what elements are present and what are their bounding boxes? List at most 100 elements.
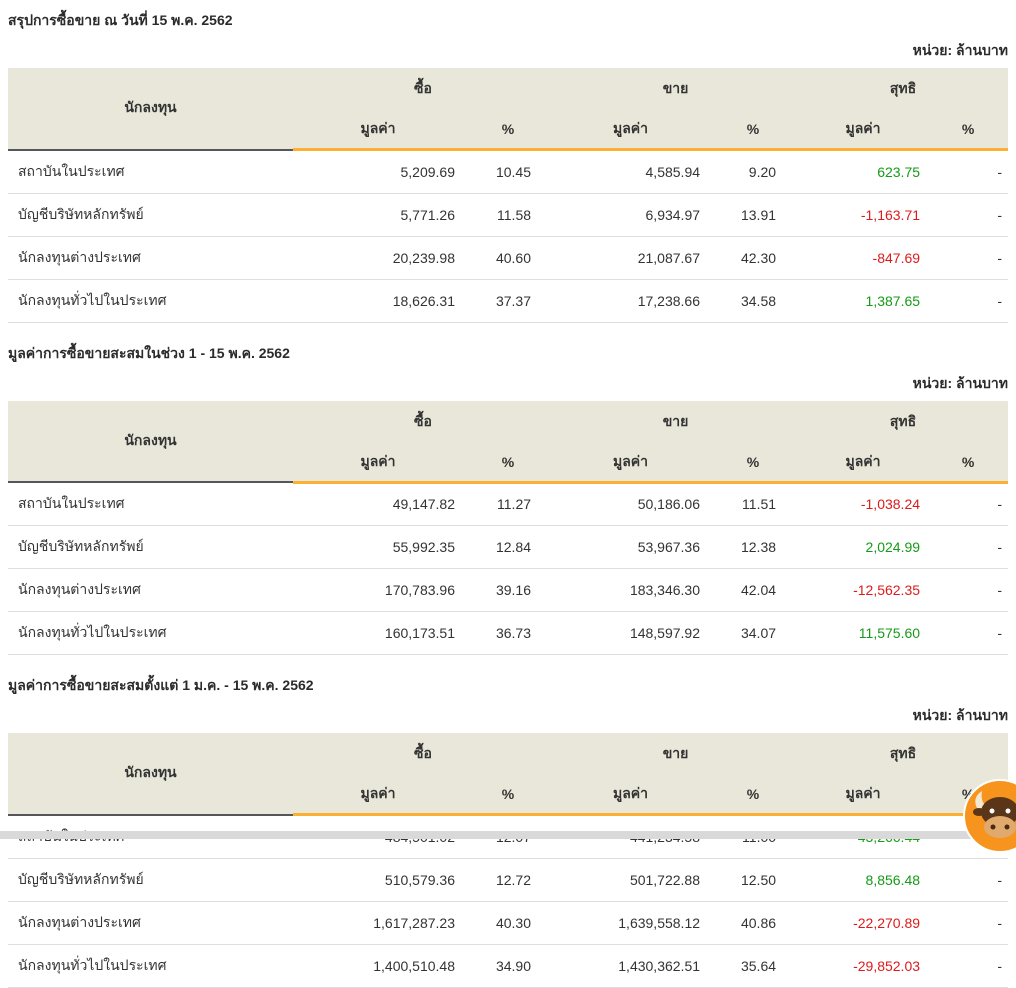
sell-value: 4,585.94 bbox=[553, 149, 709, 194]
mtd-summary-section: มูลค่าการซื้อขายสะสมในช่วง 1 - 15 พ.ค. 2… bbox=[8, 339, 1009, 655]
sell-value: 1,639,558.12 bbox=[553, 901, 709, 945]
table-row: นักลงทุนทั่วไปในประเทศ 160,173.51 36.73 … bbox=[8, 611, 1009, 655]
sell-value: 17,238.66 bbox=[553, 279, 709, 323]
col-header-sell: ขาย bbox=[553, 400, 799, 443]
table-row: บัญชีบริษัทหลักทรัพย์ 5,771.26 11.58 6,9… bbox=[8, 193, 1009, 237]
buy-value: 18,626.31 bbox=[293, 279, 463, 323]
section-title-ytd: มูลค่าการซื้อขายสะสมตั้งแต่ 1 ม.ค. - 15 … bbox=[8, 677, 314, 693]
section-title-mtd: มูลค่าการซื้อขายสะสมในช่วง 1 - 15 พ.ค. 2… bbox=[8, 344, 290, 361]
buy-value: 1,617,287.23 bbox=[293, 901, 463, 945]
buy-value: 5,771.26 bbox=[293, 193, 463, 237]
col-header-buy: ซื้อ bbox=[293, 733, 554, 775]
table-row: บัญชีบริษัทหลักทรัพย์ 55,992.35 12.84 53… bbox=[8, 525, 1009, 569]
table-row: สถาบันในประเทศ 5,209.69 10.45 4,585.94 9… bbox=[8, 149, 1009, 194]
table-row: นักลงทุนทั่วไปในประเทศ 18,626.31 37.37 1… bbox=[8, 279, 1009, 323]
buy-percent: 40.60 bbox=[463, 236, 554, 280]
unit-label: หน่วย: ล้านบาท bbox=[912, 374, 1008, 391]
col-header-sell-percent: % bbox=[708, 110, 799, 151]
investor-name: นักลงทุนทั่วไปในประเทศ bbox=[8, 611, 293, 655]
col-header-net-percent: % bbox=[928, 110, 1009, 151]
sell-percent: 35.64 bbox=[708, 944, 799, 988]
net-value: -12,562.35 bbox=[798, 568, 929, 612]
buy-percent: 39.16 bbox=[463, 568, 554, 612]
net-percent: - bbox=[928, 901, 1009, 945]
footer-divider-bar bbox=[0, 831, 1016, 839]
net-value: 2,024.99 bbox=[798, 525, 929, 569]
col-header-sell-value: มูลค่า bbox=[553, 775, 709, 816]
net-value: -1,038.24 bbox=[798, 482, 929, 526]
sell-value: 183,346.30 bbox=[553, 568, 709, 612]
investor-name: นักลงทุนทั่วไปในประเทศ bbox=[8, 944, 293, 988]
col-header-sell-percent: % bbox=[708, 442, 799, 484]
buy-percent: 11.58 bbox=[463, 193, 554, 237]
sell-percent: 13.91 bbox=[708, 193, 799, 237]
net-percent: - bbox=[928, 858, 1009, 902]
sell-percent: 12.50 bbox=[708, 858, 799, 902]
investor-name: นักลงทุนต่างประเทศ bbox=[8, 236, 293, 280]
net-percent: - bbox=[928, 944, 1009, 988]
buy-value: 5,209.69 bbox=[293, 149, 463, 194]
net-percent: - bbox=[928, 611, 1009, 655]
sell-percent: 9.20 bbox=[708, 149, 799, 194]
section-title-daily: สรุปการซื้อขาย ณ วันที่ 15 พ.ค. 2562 bbox=[8, 12, 233, 28]
bull-chatbot-icon[interactable] bbox=[962, 778, 1016, 854]
col-header-buy: ซื้อ bbox=[293, 400, 554, 443]
net-percent: - bbox=[928, 525, 1009, 569]
sell-percent: 34.07 bbox=[708, 611, 799, 655]
net-percent: - bbox=[928, 279, 1009, 323]
net-percent: - bbox=[928, 193, 1009, 237]
net-value: 1,387.65 bbox=[798, 279, 929, 323]
net-value: 8,856.48 bbox=[798, 858, 929, 902]
sell-percent: 42.04 bbox=[708, 568, 799, 612]
buy-value: 1,400,510.48 bbox=[293, 944, 463, 988]
buy-value: 20,239.98 bbox=[293, 236, 463, 280]
net-value: 11,575.60 bbox=[798, 611, 929, 655]
net-percent: - bbox=[928, 149, 1009, 194]
col-header-buy-value: มูลค่า bbox=[293, 110, 463, 151]
table-row: นักลงทุนทั่วไปในประเทศ 1,400,510.48 34.9… bbox=[8, 944, 1009, 988]
buy-value: 55,992.35 bbox=[293, 525, 463, 569]
unit-label: หน่วย: ล้านบาท bbox=[912, 42, 1008, 58]
buy-value: 160,173.51 bbox=[293, 611, 463, 655]
investor-name: นักลงทุนทั่วไปในประเทศ bbox=[8, 279, 293, 323]
net-value: -29,852.03 bbox=[798, 944, 929, 988]
col-header-buy-value: มูลค่า bbox=[293, 442, 463, 484]
col-header-buy: ซื้อ bbox=[293, 68, 554, 110]
sell-percent: 40.86 bbox=[708, 901, 799, 945]
investor-name: นักลงทุนต่างประเทศ bbox=[8, 568, 293, 612]
sell-value: 53,967.36 bbox=[553, 525, 709, 569]
col-header-buy-percent: % bbox=[463, 775, 554, 816]
ytd-investor-table: นักลงทุน ซื้อ ขาย สุทธิ มูลค่า % มูลค่า … bbox=[8, 733, 1009, 988]
col-header-net-value: มูลค่า bbox=[798, 110, 929, 151]
net-value: 623.75 bbox=[798, 149, 929, 194]
sell-percent: 11.51 bbox=[708, 482, 799, 526]
col-header-buy-value: มูลค่า bbox=[293, 775, 463, 816]
buy-percent: 37.37 bbox=[463, 279, 554, 323]
daily-summary-section: สรุปการซื้อขาย ณ วันที่ 15 พ.ค. 2562 หน่… bbox=[8, 6, 1009, 323]
col-header-net-value: มูลค่า bbox=[798, 775, 929, 816]
unit-label: หน่วย: ล้านบาท bbox=[912, 707, 1008, 723]
sell-percent: 34.58 bbox=[708, 279, 799, 323]
table-row: บัญชีบริษัทหลักทรัพย์ 510,579.36 12.72 5… bbox=[8, 858, 1009, 902]
col-header-sell-value: มูลค่า bbox=[553, 442, 709, 484]
net-value: -22,270.89 bbox=[798, 901, 929, 945]
investor-name: บัญชีบริษัทหลักทรัพย์ bbox=[8, 525, 293, 569]
sell-value: 50,186.06 bbox=[553, 482, 709, 526]
investor-name: บัญชีบริษัทหลักทรัพย์ bbox=[8, 858, 293, 902]
col-header-investor: นักลงทุน bbox=[8, 400, 293, 483]
col-header-net-percent: % bbox=[928, 442, 1009, 484]
sell-percent: 12.38 bbox=[708, 525, 799, 569]
col-header-sell: ขาย bbox=[553, 68, 799, 110]
buy-percent: 40.30 bbox=[463, 901, 554, 945]
investor-name: สถาบันในประเทศ bbox=[8, 149, 293, 194]
table-row: สถาบันในประเทศ 49,147.82 11.27 50,186.06… bbox=[8, 482, 1009, 526]
investor-name: สถาบันในประเทศ bbox=[8, 482, 293, 526]
net-percent: - bbox=[928, 236, 1009, 280]
sell-value: 148,597.92 bbox=[553, 611, 709, 655]
buy-value: 49,147.82 bbox=[293, 482, 463, 526]
ytd-summary-section: มูลค่าการซื้อขายสะสมตั้งแต่ 1 ม.ค. - 15 … bbox=[8, 671, 1009, 988]
net-percent: - bbox=[928, 568, 1009, 612]
table-row: นักลงทุนต่างประเทศ 170,783.96 39.16 183,… bbox=[8, 568, 1009, 612]
buy-percent: 36.73 bbox=[463, 611, 554, 655]
